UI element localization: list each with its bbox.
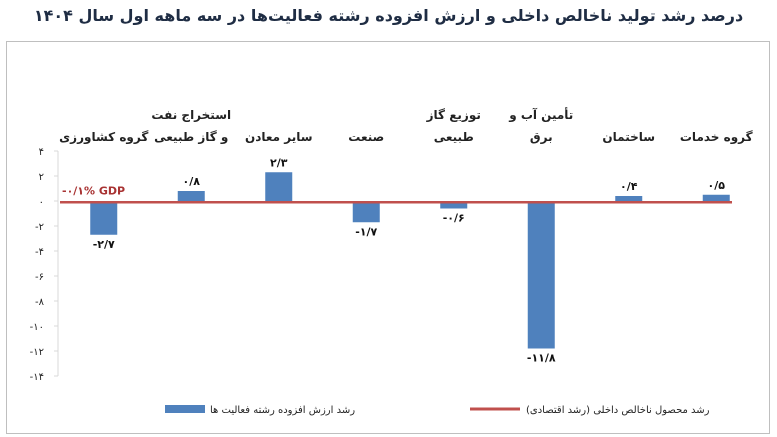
bar xyxy=(90,201,118,235)
bar xyxy=(702,194,730,201)
category-label: تأمین آب و xyxy=(508,107,573,123)
y-tick-label: ۰ xyxy=(39,197,44,208)
category-label: طبیعی xyxy=(434,130,474,144)
y-tick-label: -۴ xyxy=(35,247,44,258)
bar xyxy=(615,196,643,201)
bar-data-label: -۲/۷ xyxy=(93,238,115,251)
y-tick-label: ۲ xyxy=(39,172,44,183)
bar-data-label: -۱/۷ xyxy=(355,225,377,238)
legend-label-bars: رشد ارزش افزوده رشته فعالیت ها xyxy=(210,405,355,416)
category-label: گروه کشاورزی xyxy=(59,130,148,145)
bar-data-label: -۰/۶ xyxy=(443,212,465,225)
gdp-line-label: -۰/۱% GDP xyxy=(62,184,125,197)
bar-data-label: ۲/۳ xyxy=(270,156,288,169)
y-tick-label: -۱۰ xyxy=(30,322,44,333)
bar xyxy=(265,172,293,201)
category-label: صنعت xyxy=(348,130,384,144)
chart-title: درصد رشد تولید ناخالص داخلی و ارزش افزود… xyxy=(33,6,744,25)
y-tick-label: -۱۲ xyxy=(30,347,44,358)
bar-data-label: ۰/۸ xyxy=(183,175,201,188)
y-tick-label: -۸ xyxy=(35,297,45,308)
bar xyxy=(352,201,380,223)
legend-swatch-bars xyxy=(165,405,205,413)
category-label: و گاز طبیعی xyxy=(154,130,228,145)
bar-data-label: ۰/۴ xyxy=(620,180,638,193)
y-tick-label: -۱۴ xyxy=(30,372,44,383)
bar-data-label: -۱۱/۸ xyxy=(527,352,556,365)
category-label: توزیع گاز xyxy=(426,108,481,123)
category-label: سایر معادن xyxy=(245,130,313,144)
category-label: برق xyxy=(530,130,553,144)
y-tick-label: -۲ xyxy=(35,222,44,233)
bar-data-label: ۰/۵ xyxy=(708,179,726,192)
category-label: گروه خدمات xyxy=(680,130,753,145)
bar xyxy=(177,191,205,201)
category-label: ساختمان xyxy=(602,130,655,144)
legend-label-gdp: رشد محصول ناخالص داخلی (رشد اقتصادی) xyxy=(526,405,710,416)
bar xyxy=(527,201,555,349)
y-tick-label: -۶ xyxy=(35,272,44,283)
category-label: استخراج نفت xyxy=(151,108,231,122)
y-tick-label: ۴ xyxy=(39,147,44,158)
bar xyxy=(440,201,468,209)
chart-frame xyxy=(6,41,770,434)
